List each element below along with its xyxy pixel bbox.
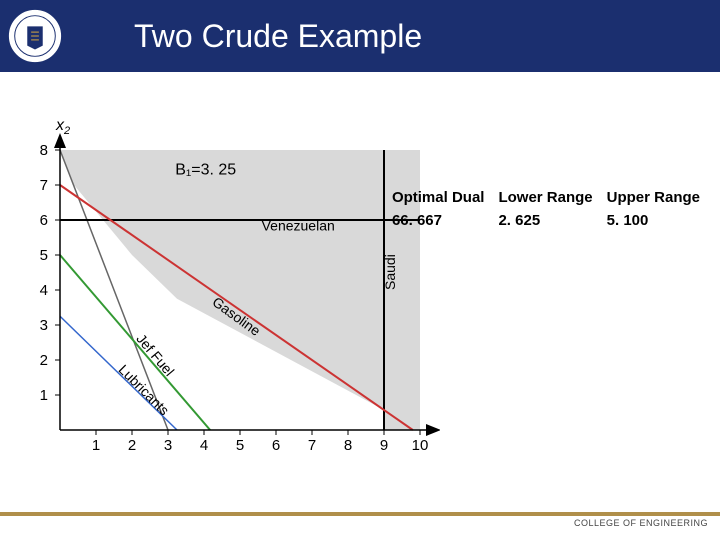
y-tick-label: 7 [40, 177, 48, 194]
footer-text: COLLEGE OF ENGINEERING [0, 518, 720, 528]
x-tick-label: 1 [92, 437, 100, 454]
lp-chart: VenezuelanSaudiGasolineJef FuelLubricant… [20, 80, 440, 480]
y-tick-label: 6 [40, 212, 48, 229]
x-tick-label: 6 [272, 437, 280, 454]
y-axis-label: x2 [55, 117, 70, 137]
jetfuel-label: Jef Fuel [133, 331, 177, 379]
x-tick-label: 5 [236, 437, 244, 454]
table-header: Lower Range [492, 187, 598, 208]
venezuelan-label: Venezuelan [262, 218, 335, 234]
slide-title: Two Crude Example [134, 18, 422, 55]
saudi-label: Saudi [382, 254, 398, 290]
x-tick-label: 3 [164, 437, 172, 454]
table-row: 66. 6672. 6255. 100 [386, 210, 706, 231]
x-tick-label: 7 [308, 437, 316, 454]
x-tick-label: 9 [380, 437, 388, 454]
y-tick-label: 5 [40, 247, 48, 264]
x-tick-label: 10 [412, 437, 429, 454]
y-tick-label: 3 [40, 317, 48, 334]
table-header: Upper Range [601, 187, 706, 208]
table-header: Optimal Dual [386, 187, 491, 208]
university-seal-icon [6, 7, 64, 65]
y-tick-label: 1 [40, 387, 48, 404]
x-tick-label: 2 [128, 437, 136, 454]
title-bar: Two Crude Example [0, 0, 720, 72]
y-tick-label: 8 [40, 142, 48, 159]
b1-label: B₁=3. 25 [175, 162, 236, 179]
dual-table: Optimal DualLower RangeUpper Range 66. 6… [384, 185, 708, 233]
y-tick-label: 2 [40, 352, 48, 369]
y-tick-label: 4 [40, 282, 48, 299]
x-tick-label: 4 [200, 437, 208, 454]
x-tick-label: 8 [344, 437, 352, 454]
footer: COLLEGE OF ENGINEERING [0, 512, 720, 536]
